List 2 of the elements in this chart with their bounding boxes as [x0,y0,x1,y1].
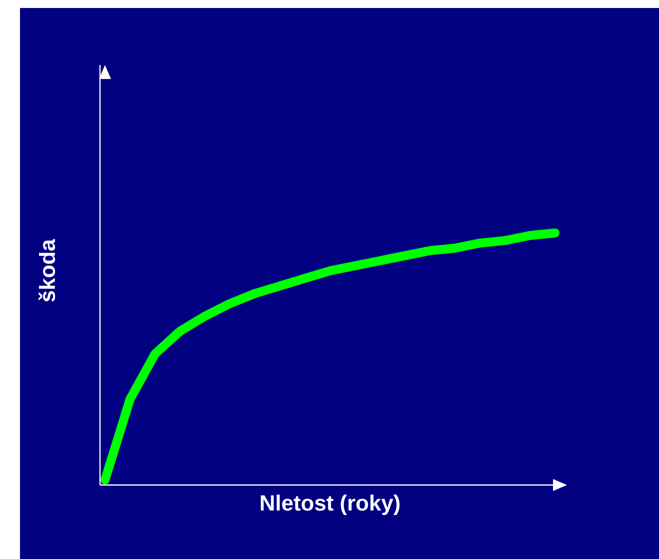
y-axis-title: škoda [38,238,56,302]
x-axis-title: Nletost (roky) [260,494,400,516]
